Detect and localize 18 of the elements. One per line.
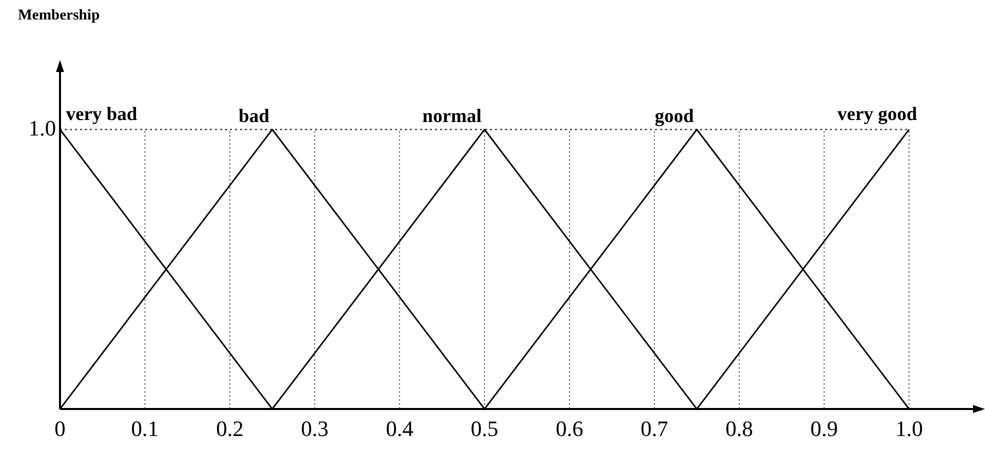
x-tick-label: 1.0 <box>895 416 923 441</box>
x-tick-label: 0.3 <box>300 416 328 441</box>
x-tick-label: 0.5 <box>470 416 498 441</box>
ref-line-label: 1.0 <box>28 115 56 140</box>
series-label: normal <box>422 106 482 127</box>
x-tick-label: 0 <box>54 416 66 441</box>
x-tick-label: 0.4 <box>386 416 414 441</box>
x-tick-label: 0.8 <box>726 416 754 441</box>
series-label: very bad <box>66 104 138 125</box>
series-label: very good <box>837 104 918 125</box>
x-tick-label: 0.9 <box>810 416 838 441</box>
text: Membership <box>18 7 100 24</box>
x-tick-label: 0.7 <box>640 416 668 441</box>
x-tick-label: 0.1 <box>131 416 159 441</box>
series-label: bad <box>238 106 270 127</box>
x-tick-label: 0.6 <box>556 416 584 441</box>
x-tick-label: 0.2 <box>216 416 244 441</box>
series-label: good <box>654 106 694 127</box>
